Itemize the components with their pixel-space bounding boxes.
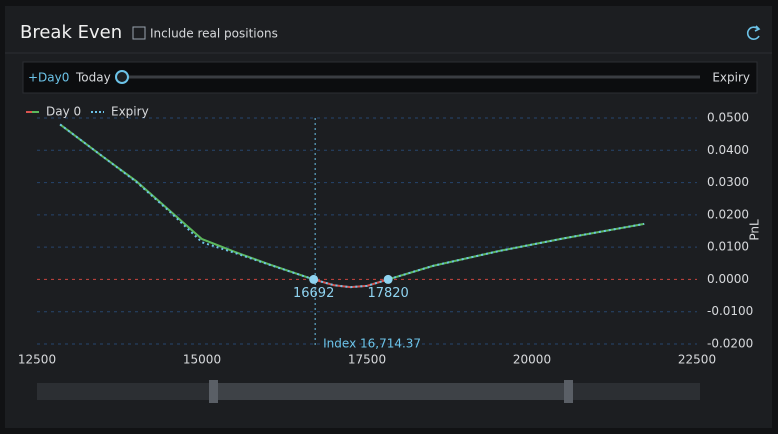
y-tick-label: -0.0100 [707, 304, 753, 318]
title: Break Even [20, 22, 122, 43]
break-even-point [383, 274, 393, 284]
refresh-icon[interactable] [746, 25, 761, 40]
time-handle[interactable] [115, 70, 129, 84]
y-tick-label: 0.0300 [707, 175, 749, 189]
y-axis-label: PnL [748, 219, 762, 241]
break-even-label: 17820 [367, 286, 408, 301]
y-tick-label: -0.0200 [707, 337, 753, 351]
y-tick-label: 0.0200 [707, 207, 749, 221]
day-label[interactable]: +Day0 [28, 71, 69, 85]
series-line-negative [310, 279, 392, 289]
end-label: Expiry [712, 71, 750, 85]
x-tick-label: 20000 [513, 353, 551, 367]
x-tick-label: 22500 [678, 353, 716, 367]
checkbox-label[interactable]: Include real positions [150, 27, 278, 41]
break-even-point [309, 274, 319, 284]
y-tick-label: 0.0500 [707, 111, 749, 125]
plot: -0.0200 -0.0100 0.0000 0.0100 0.0200 0.0300 0.… [18, 105, 762, 367]
range-handle[interactable] [564, 380, 573, 403]
range-selection[interactable] [213, 383, 568, 400]
y-tick-label: 0.0400 [707, 143, 749, 157]
x-tick-label: 12500 [18, 353, 56, 367]
checkbox[interactable] [132, 26, 146, 40]
start-label: Today [75, 71, 111, 85]
legend-label: Expiry [111, 105, 149, 119]
x-tick-label: 17500 [348, 353, 386, 367]
index-label: Index 16,714.37 [323, 337, 421, 351]
legend-label: Day 0 [46, 105, 81, 119]
range-handle[interactable] [209, 380, 218, 403]
break-even-label: 16692 [293, 286, 334, 301]
y-tick-label: 0.0000 [707, 272, 749, 286]
x-tick-label: 15000 [183, 353, 221, 367]
y-tick-label: 0.0100 [707, 240, 749, 254]
